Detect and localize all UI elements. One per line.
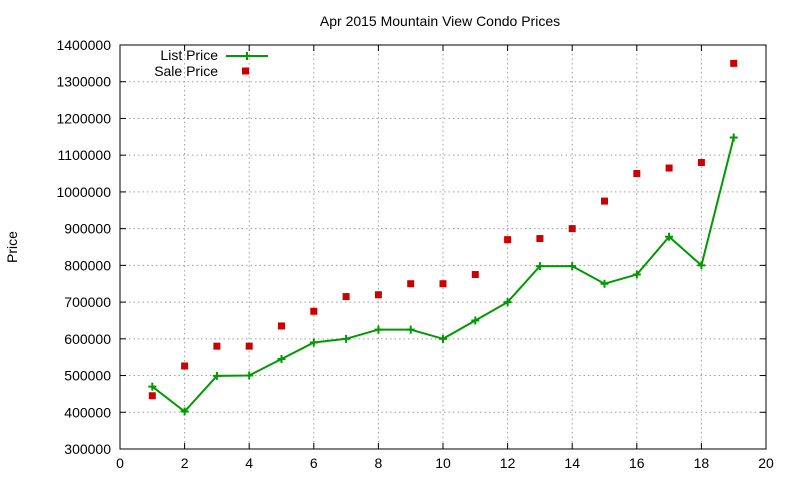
list-price-point bbox=[729, 133, 738, 142]
axis-ticks bbox=[119, 44, 767, 450]
list-price-point bbox=[245, 371, 254, 380]
y-tick-label: 1400000 bbox=[56, 37, 111, 53]
legend-label-sale-price: Sale Price bbox=[154, 63, 218, 79]
x-tick-label: 16 bbox=[629, 455, 645, 471]
y-tick-label: 400000 bbox=[64, 404, 111, 420]
sale-price-point bbox=[342, 293, 350, 301]
y-tick-label: 900000 bbox=[64, 221, 111, 237]
y-tick-label: 500000 bbox=[64, 368, 111, 384]
y-tick-label: 1300000 bbox=[56, 74, 111, 90]
sale-price-point bbox=[439, 280, 447, 288]
chart-title: Apr 2015 Mountain View Condo Prices bbox=[320, 13, 560, 29]
sale-price-point bbox=[536, 235, 544, 243]
list-price-point bbox=[374, 325, 383, 334]
y-tick-label: 1200000 bbox=[56, 110, 111, 126]
sale-price-point bbox=[407, 280, 415, 288]
list-price-point bbox=[406, 325, 415, 334]
x-tick-label: 12 bbox=[500, 455, 516, 471]
x-tick-label: 10 bbox=[435, 455, 451, 471]
x-tick-label: 20 bbox=[758, 455, 774, 471]
list-price-point bbox=[277, 355, 286, 364]
y-tick-label: 300000 bbox=[64, 441, 111, 457]
grid bbox=[120, 45, 766, 449]
series-0 bbox=[148, 133, 738, 416]
list-price-point bbox=[309, 338, 318, 347]
y-axis-label: Price bbox=[4, 231, 20, 263]
list-price-point bbox=[535, 262, 544, 271]
y-tick-label: 1100000 bbox=[58, 147, 112, 163]
x-tick-label: 2 bbox=[181, 455, 189, 471]
sale-price-point bbox=[665, 164, 673, 172]
series-1 bbox=[148, 59, 738, 400]
list-price-point bbox=[665, 232, 674, 241]
list-price-point bbox=[471, 316, 480, 325]
series bbox=[148, 59, 738, 416]
list-price-point bbox=[632, 270, 641, 279]
sale-price-point bbox=[213, 342, 221, 350]
y-tick-label: 800000 bbox=[64, 257, 111, 273]
x-tick-label: 14 bbox=[564, 455, 580, 471]
list-price-point bbox=[568, 262, 577, 271]
tick-labels: 0 2 4 6 8 10 12 14 16 18 20 300000 400000 500000 60000… bbox=[56, 37, 774, 471]
list-price-point bbox=[212, 371, 221, 380]
sale-price-point bbox=[181, 362, 189, 370]
x-tick-label: 6 bbox=[310, 455, 318, 471]
x-tick-label: 0 bbox=[116, 455, 124, 471]
sale-price-point bbox=[245, 342, 253, 350]
sale-price-point bbox=[697, 159, 705, 167]
legend: List Price Sale Price bbox=[154, 47, 268, 79]
y-tick-label: 1000000 bbox=[56, 184, 111, 200]
sale-price-point bbox=[601, 197, 608, 205]
sale-price-point bbox=[730, 59, 738, 67]
list-price-point bbox=[600, 279, 609, 288]
sale-price-point bbox=[633, 170, 641, 178]
list-price-point bbox=[439, 334, 447, 343]
list-price-point bbox=[180, 407, 189, 416]
sale-price-point bbox=[568, 225, 576, 233]
sale-price-point bbox=[310, 307, 318, 315]
sale-price-point bbox=[278, 322, 285, 330]
list-price-point bbox=[697, 261, 706, 270]
legend-swatch-sale-price bbox=[242, 67, 249, 75]
x-tick-label: 18 bbox=[694, 455, 710, 471]
legend-marker-list-price bbox=[243, 52, 251, 60]
y-tick-label: 700000 bbox=[64, 294, 111, 310]
sale-price-point bbox=[471, 271, 479, 279]
list-price-point bbox=[148, 382, 157, 391]
y-tick-label: 600000 bbox=[64, 331, 111, 347]
x-tick-label: 4 bbox=[245, 455, 253, 471]
x-tick-label: 8 bbox=[375, 455, 383, 471]
list-price-point bbox=[503, 298, 512, 307]
sale-price-point bbox=[148, 392, 156, 400]
sale-price-point bbox=[504, 236, 512, 244]
sale-price-point bbox=[374, 291, 382, 299]
legend-label-list-price: List Price bbox=[160, 47, 218, 63]
list-price-point bbox=[342, 334, 351, 343]
